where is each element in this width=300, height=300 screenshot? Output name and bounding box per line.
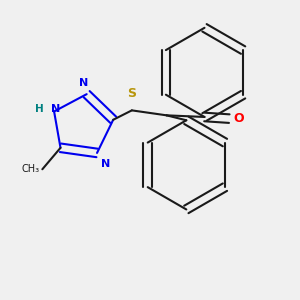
- Text: N: N: [80, 78, 88, 88]
- Text: S: S: [127, 88, 136, 100]
- Text: CH₃: CH₃: [22, 164, 40, 174]
- Text: N: N: [101, 159, 110, 169]
- Text: N: N: [51, 104, 60, 114]
- Text: H: H: [35, 104, 44, 114]
- Text: O: O: [233, 112, 244, 125]
